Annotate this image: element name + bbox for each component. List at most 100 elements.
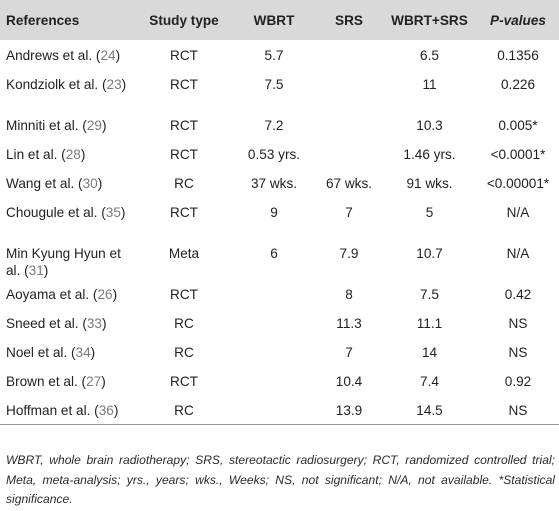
p-value-cell: <0.0001* bbox=[490, 147, 546, 162]
p-value-cell: 0.1356 bbox=[497, 48, 539, 63]
srs-cell: 13.9 bbox=[316, 395, 382, 425]
reference-cell: Brown et al. (27) bbox=[6, 374, 106, 389]
table-row: Lin et al. (28) RCT 0.53 yrs. 1.46 yrs. <0.0… bbox=[0, 139, 559, 168]
srs-cell: 7.9 bbox=[339, 246, 359, 261]
header-wbrt-srs: WBRT+SRS bbox=[391, 12, 468, 28]
wbrt-srs-cell: 7.4 bbox=[420, 374, 439, 389]
reference-cell: Lin et al. (28) bbox=[6, 147, 86, 162]
study-type-cell: RC bbox=[174, 316, 194, 331]
srs-cell bbox=[316, 40, 382, 69]
citation-link[interactable]: 33 bbox=[86, 316, 102, 331]
header-wbrt: WBRT bbox=[253, 12, 295, 28]
table-row: Brown et al. (27) RCT 10.4 7.4 0.92 bbox=[0, 366, 559, 395]
reference-cell: Sneed et al. (33) bbox=[6, 316, 107, 331]
study-type-cell: RCT bbox=[170, 374, 198, 389]
reference-name: Brown et al. bbox=[6, 374, 78, 389]
wbrt-cell: 7.2 bbox=[264, 118, 284, 133]
table-row: Min Kyung Hyun et al. (31) Meta 6 7.9 10.7 N/… bbox=[0, 238, 559, 279]
srs-cell: 67 wks. bbox=[325, 176, 373, 191]
study-type-cell: Meta bbox=[168, 246, 200, 261]
study-type-cell: RC bbox=[136, 395, 232, 425]
table-row: Andrews et al. (24) RCT 5.7 6.5 0.1356 bbox=[0, 40, 559, 69]
table-footnote: WBRT, whole brain radiotherapy; SRS, ste… bbox=[6, 453, 555, 506]
data-table: References Study type WBRT SRS WBRT+SRS … bbox=[0, 0, 559, 425]
citation-link[interactable]: 35 bbox=[105, 205, 121, 220]
table-row: Minniti et al. (29) RCT 7.2 10.3 0.005* bbox=[0, 110, 559, 139]
reference-cell: Minniti et al. (29) bbox=[6, 118, 107, 133]
wbrt-srs-cell: 10.7 bbox=[416, 246, 443, 261]
wbrt-cell: 5.7 bbox=[264, 48, 284, 63]
reference-name: Lin et al. bbox=[6, 147, 58, 162]
citation-link[interactable]: 28 bbox=[65, 147, 81, 162]
reference-cell: Kondziolk et al. (23) bbox=[6, 77, 127, 92]
citation-link[interactable]: 31 bbox=[28, 263, 44, 278]
citation-link[interactable]: 29 bbox=[86, 118, 102, 133]
table-row: Wang et al. (30) RC 37 wks. 67 wks. 91 wks. <… bbox=[0, 168, 559, 197]
wbrt-srs-cell: 14 bbox=[421, 345, 438, 360]
wbrt-srs-cell: 14.5 bbox=[382, 395, 477, 425]
study-type-cell: RCT bbox=[170, 48, 198, 63]
wbrt-srs-cell: 91 wks. bbox=[406, 176, 453, 191]
table-row: Kondziolk et al. (23) RCT 7.5 11 0.226 bbox=[0, 69, 559, 110]
reference-name: Min Kyung Hyun et al. bbox=[6, 246, 121, 278]
wbrt-srs-cell: 6.5 bbox=[420, 48, 439, 63]
reference-name: Hoffman et al. bbox=[6, 403, 91, 418]
study-type-cell: RCT bbox=[170, 118, 198, 133]
study-type-cell: RCT bbox=[170, 287, 198, 302]
wbrt-srs-cell: 7.5 bbox=[420, 287, 439, 302]
citation-link[interactable]: 23 bbox=[106, 77, 122, 92]
p-value-cell: 0.005* bbox=[498, 118, 538, 133]
p-value-cell: 0.226 bbox=[500, 77, 536, 92]
reference-name: Aoyama et al. bbox=[6, 287, 90, 302]
p-value-cell: NS bbox=[477, 395, 559, 425]
wbrt-cell bbox=[232, 279, 316, 308]
table-row: Chougule et al. (35) RCT 9 7 5 N/A bbox=[0, 197, 559, 238]
citation-link[interactable]: 36 bbox=[98, 403, 114, 418]
wbrt-cell bbox=[232, 366, 316, 395]
header-row: References Study type WBRT SRS WBRT+SRS … bbox=[0, 0, 559, 40]
wbrt-srs-cell: 10.3 bbox=[416, 118, 443, 133]
citation-link[interactable]: 27 bbox=[86, 374, 102, 389]
srs-cell: 8 bbox=[345, 287, 353, 302]
p-value-cell: NS bbox=[508, 345, 528, 360]
reference-name: Kondziolk et al. bbox=[6, 77, 99, 92]
citation-link[interactable]: 30 bbox=[82, 176, 98, 191]
study-type-cell: RC bbox=[174, 345, 194, 360]
srs-cell bbox=[316, 139, 382, 168]
citation-link[interactable]: 26 bbox=[97, 287, 113, 302]
wbrt-cell: 9 bbox=[270, 205, 278, 220]
header-srs: SRS bbox=[335, 12, 363, 28]
wbrt-cell bbox=[232, 395, 316, 425]
reference-cell: Wang et al. (30) bbox=[6, 176, 103, 191]
table-row: Sneed et al. (33) RC 11.3 11.1 NS bbox=[0, 308, 559, 337]
wbrt-cell: 7.5 bbox=[264, 77, 284, 92]
p-value-cell: <0.00001* bbox=[486, 176, 550, 191]
reference-name: Minniti et al. bbox=[6, 118, 79, 133]
wbrt-cell bbox=[232, 337, 316, 366]
reference-name: Wang et al. bbox=[6, 176, 75, 191]
p-value-cell: N/A bbox=[506, 246, 530, 261]
reference-name: Chougule et al. bbox=[6, 205, 98, 220]
wbrt-cell: 37 wks. bbox=[250, 176, 298, 191]
study-type-cell: RCT bbox=[170, 77, 198, 92]
study-type-cell: RCT bbox=[170, 205, 198, 220]
reference-name: Sneed et al. bbox=[6, 316, 79, 331]
srs-cell: 7 bbox=[345, 205, 353, 220]
wbrt-srs-cell: 1.46 yrs. bbox=[403, 147, 456, 162]
citation-link[interactable]: 24 bbox=[100, 48, 116, 63]
reference-name: Andrews et al. bbox=[6, 48, 93, 63]
wbrt-cell: 0.53 yrs. bbox=[247, 147, 301, 162]
wbrt-srs-cell: 11.1 bbox=[416, 316, 443, 331]
wbrt-srs-cell: 5 bbox=[425, 205, 434, 220]
header-study-type: Study type bbox=[149, 12, 219, 28]
srs-cell: 10.4 bbox=[335, 374, 363, 389]
citation-link[interactable]: 34 bbox=[75, 345, 91, 360]
srs-cell bbox=[316, 69, 382, 110]
wbrt-cell bbox=[232, 308, 316, 337]
srs-cell bbox=[316, 110, 382, 139]
header-references: References bbox=[6, 12, 80, 28]
reference-cell: Hoffman et al. (36) bbox=[0, 395, 136, 425]
table-row: Noel et al. (34) RC 7 14 NS bbox=[0, 337, 559, 366]
reference-cell: Chougule et al. (35) bbox=[6, 205, 126, 220]
p-value-cell: N/A bbox=[506, 205, 530, 220]
